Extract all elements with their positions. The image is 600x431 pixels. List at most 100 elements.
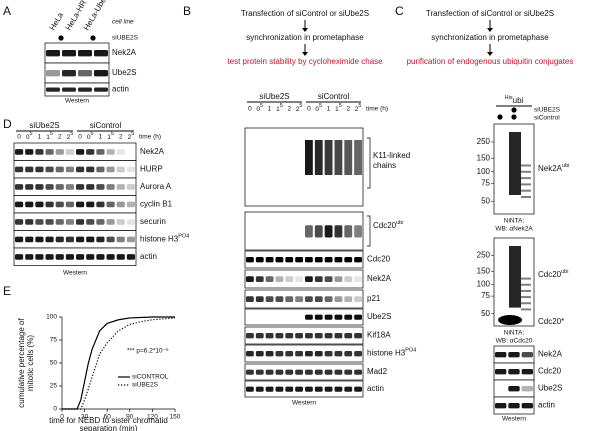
time-label: 15 — [107, 131, 114, 140]
band — [354, 332, 362, 339]
marker-label: 150 — [477, 153, 491, 162]
time-label: 0 — [307, 106, 311, 113]
time-label-sup: 5 — [260, 103, 263, 109]
band — [255, 332, 264, 339]
time-label-sup: 5 — [131, 131, 134, 137]
band — [96, 254, 105, 260]
blot-frame — [244, 269, 364, 289]
band — [62, 87, 76, 92]
time-label: 2 — [58, 134, 62, 141]
band — [521, 302, 531, 305]
marker-label: 50 — [481, 197, 490, 206]
line — [62, 317, 176, 410]
band — [35, 149, 44, 155]
band — [116, 149, 125, 155]
band — [76, 201, 85, 208]
band — [86, 201, 95, 208]
band — [295, 332, 303, 339]
x-axis-label: time for NEBD to sister chromatid — [49, 416, 168, 425]
blot-label-sup: PO4 — [178, 234, 189, 240]
smear — [314, 140, 323, 175]
band — [508, 385, 520, 392]
x-tick-label: 30 — [81, 414, 89, 421]
time-label: 05 — [315, 103, 322, 112]
band — [65, 254, 74, 260]
band — [25, 236, 34, 243]
line — [62, 316, 175, 410]
time-label: 25 — [128, 131, 135, 140]
time-label-sup: 5 — [70, 131, 73, 137]
band — [55, 254, 64, 260]
y-tick-label: 50 — [50, 360, 58, 367]
panel-letter: E — [3, 284, 11, 298]
band — [126, 201, 135, 208]
band — [354, 350, 362, 357]
band — [126, 184, 135, 190]
blot-label-main: Nek2A — [538, 164, 563, 173]
arrow-head — [487, 52, 493, 56]
blot-label: Mad2 — [367, 367, 388, 376]
band — [78, 70, 92, 77]
band — [94, 70, 108, 77]
band — [265, 296, 274, 303]
panel-letter: A — [3, 4, 11, 18]
band — [265, 386, 274, 392]
blot-label: Nek2Aubi — [538, 163, 569, 173]
time-label-sup: 5 — [280, 103, 283, 109]
band — [285, 350, 294, 357]
band — [96, 219, 105, 225]
band — [334, 386, 343, 392]
blot-frame — [244, 289, 364, 309]
axis-label: time (h) — [139, 134, 161, 141]
band — [334, 276, 343, 283]
blot-frame — [244, 380, 364, 398]
band — [55, 201, 64, 208]
band — [15, 254, 24, 260]
blot-label-main: Cdc20 — [373, 221, 397, 230]
band — [508, 402, 520, 409]
band — [521, 296, 531, 299]
group-label: siControl — [318, 92, 350, 101]
time-label: 25 — [67, 131, 74, 140]
band — [25, 184, 34, 190]
band — [354, 314, 362, 320]
band — [255, 276, 264, 283]
band — [246, 386, 254, 392]
time-label-main: 1 — [276, 106, 280, 113]
dot — [497, 114, 503, 120]
band — [521, 196, 531, 198]
band — [354, 369, 362, 375]
time-label: 0 — [78, 134, 82, 141]
time-label: 1 — [99, 134, 103, 141]
band — [521, 177, 531, 180]
time-label-main: 1 — [107, 134, 111, 141]
blot-label: Cdc20 — [538, 367, 562, 376]
time-label: 05 — [26, 131, 33, 140]
time-label-main: 0 — [26, 134, 30, 141]
band — [126, 166, 135, 173]
step: purification of endogenous ubiquitin con… — [407, 57, 574, 66]
header: Hisubi — [505, 95, 524, 105]
blot-label: HURP — [140, 164, 163, 173]
blot-label-sup: ubi — [396, 220, 403, 226]
marker-label: 75 — [481, 291, 490, 300]
smear — [509, 246, 521, 308]
band — [78, 87, 92, 92]
band — [46, 87, 60, 92]
band — [275, 332, 284, 339]
band — [521, 402, 533, 409]
time-label-main: 2 — [296, 106, 300, 113]
band — [35, 184, 44, 190]
band — [96, 149, 105, 155]
band — [508, 368, 520, 375]
band — [76, 149, 85, 155]
time-label: 2 — [287, 106, 291, 113]
band — [324, 225, 333, 238]
band — [334, 369, 343, 375]
band — [334, 256, 343, 263]
band — [508, 351, 520, 358]
blot-label: Ube2S — [538, 384, 562, 393]
band — [126, 219, 135, 225]
smear — [509, 132, 521, 195]
smear — [334, 140, 343, 175]
